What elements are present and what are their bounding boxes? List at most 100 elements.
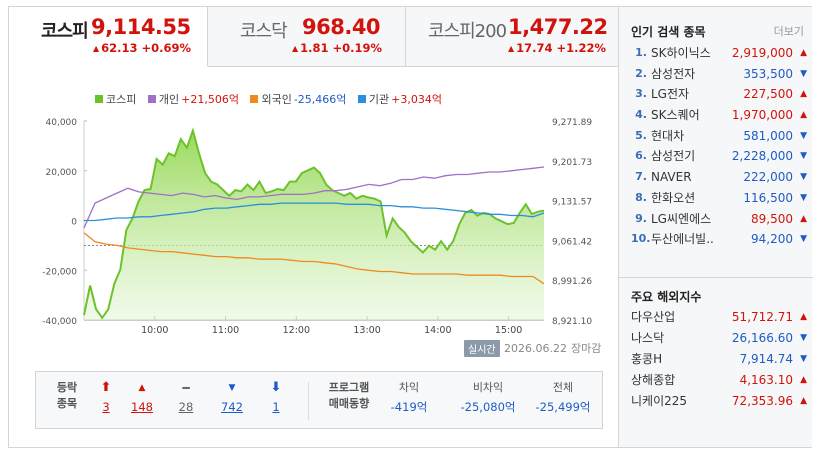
stock-name[interactable]: 현대차	[651, 128, 685, 143]
popular-item[interactable]: 9. LG씨엔에스 89,500 ▲	[631, 209, 807, 230]
stock-price: 222,000	[743, 170, 793, 185]
index-name[interactable]: 홍콩H	[631, 352, 663, 366]
index-tabs: 코스피 9,114.55 ▲ 62.13 +0.69% 코스닥 968.40 ▲ 1…	[9, 7, 618, 67]
overseas-item[interactable]: 니케이225 72,353.96 ▲	[631, 391, 807, 412]
legend-foreign: 외국인 -25,466억	[250, 93, 346, 106]
down-arrow-icon: ▼	[800, 192, 807, 203]
y-right-tick-label: 8,921.10	[552, 317, 592, 327]
up-arrow-icon: ▲	[508, 44, 515, 53]
overseas-item[interactable]: 홍콩H 7,914.74 ▼	[631, 349, 807, 370]
popular-item[interactable]: 1. SK하이닉스 2,919,000 ▲	[631, 43, 807, 64]
tab-kospi200[interactable]: 코스피200 1,477.22 ▲ 17.74 +1.22%	[406, 7, 618, 67]
index-name[interactable]: 니케이225	[631, 394, 688, 408]
breadth-count[interactable]: 1	[272, 400, 280, 414]
rank: 3.	[635, 87, 647, 101]
index-value: 4,163.10	[739, 373, 793, 387]
breadth-symbol-icon: ▼	[228, 383, 236, 393]
index-value: 26,166.60	[731, 331, 793, 345]
stock-price: 116,500	[743, 190, 793, 205]
more-link[interactable]: 더보기	[773, 25, 804, 38]
stock-name[interactable]: NAVER	[651, 170, 692, 185]
market-widget: 코스피 9,114.55 ▲ 62.13 +0.69% 코스닥 968.40 ▲ 1…	[8, 6, 813, 448]
legend-kospi: 코스피	[95, 93, 136, 106]
side-panel: 인기 검색 종목 더보기 1. SK하이닉스 2,919,000 ▲ 2. 삼성전자 353…	[618, 7, 813, 447]
breadth-item: ▲ 148	[120, 380, 164, 418]
overseas-item[interactable]: 상해종합 4,163.10 ▲	[631, 370, 807, 391]
rank: 10.	[631, 232, 651, 246]
program-total: 전체 -25,499억	[535, 381, 591, 414]
down-arrow-icon: ▼	[800, 151, 807, 162]
popular-title: 인기 검색 종목	[631, 25, 706, 39]
realtime-badge[interactable]: 실시간	[464, 340, 500, 357]
tab-value: 9,114.55	[91, 15, 191, 39]
down-arrow-icon: ▼	[800, 234, 807, 245]
breadth-symbol-icon: ▲	[138, 383, 146, 393]
stock-price: 1,970,000	[731, 108, 793, 123]
y-left-tick-label: -20,000	[42, 267, 77, 277]
series-line-3	[84, 202, 545, 222]
stock-name[interactable]: LG전자	[651, 87, 690, 102]
y-left-tick-label: 40,000	[46, 118, 78, 128]
legend-swatch	[95, 95, 103, 103]
up-arrow-icon: ▲	[93, 44, 100, 53]
rank: 5.	[635, 128, 647, 142]
overseas-item[interactable]: 다우산업 51,712.71 ▲	[631, 307, 807, 328]
x-tick-label: 15:00	[495, 325, 522, 336]
up-arrow-icon: ▲	[800, 213, 807, 224]
index-value: 51,712.71	[731, 310, 793, 324]
program-arbitrage: 차익 -419억	[390, 381, 428, 414]
breadth-count[interactable]: 28	[178, 400, 194, 414]
x-tick-label: 13:00	[353, 325, 380, 336]
stock-name[interactable]: 삼성전기	[651, 149, 696, 164]
x-tick-label: 11:00	[212, 325, 239, 336]
index-name[interactable]: 다우산업	[631, 310, 676, 324]
popular-item[interactable]: 2. 삼성전자 353,500 ▼	[631, 64, 807, 85]
popular-item[interactable]: 8. 한화오션 116,500 ▼	[631, 188, 807, 209]
index-name[interactable]: 상해종합	[631, 373, 676, 387]
legend-individual: 개인 +21,506억	[147, 93, 239, 106]
breadth-count[interactable]: 742	[221, 400, 243, 414]
y-right-tick-label: 9,131.57	[552, 198, 592, 208]
tab-value: 968.40	[302, 15, 381, 39]
y-right-tick-label: 9,201.73	[552, 158, 592, 168]
stock-name[interactable]: 삼성전자	[651, 66, 696, 81]
y-right-tick-label: 9,061.42	[552, 237, 592, 247]
up-arrow-icon: ▲	[800, 110, 807, 121]
popular-item[interactable]: 5. 현대차 581,000 ▼	[631, 126, 807, 147]
tab-kosdaq[interactable]: 코스닥 968.40 ▲ 1.81 +0.19%	[208, 7, 406, 67]
popular-item[interactable]: 3. LG전자 227,500 ▲	[631, 84, 807, 105]
breadth-label: 등락 종목	[56, 381, 78, 410]
breadth-count[interactable]: 148	[131, 400, 153, 414]
down-arrow-icon: ▼	[800, 172, 807, 183]
overseas-title: 주요 해외지수	[631, 290, 702, 304]
tab-kospi[interactable]: 코스피 9,114.55 ▲ 62.13 +0.69%	[9, 7, 208, 67]
rank: 1.	[635, 46, 647, 59]
program-label: 프로그램 매매동향	[328, 381, 370, 410]
index-name[interactable]: 나스닥	[631, 331, 665, 345]
intraday-chart: 40,000 20,000 0 -20,000 -40,000 9,271.89 9,201…	[42, 118, 592, 336]
stock-name[interactable]: SK스퀘어	[651, 108, 700, 123]
popular-item[interactable]: 4. SK스퀘어 1,970,000 ▲	[631, 105, 807, 126]
y-right-tick-label: 8,991.26	[552, 277, 592, 287]
popular-item[interactable]: 7. NAVER 222,000 ▼	[631, 167, 807, 188]
up-arrow-icon: ▲	[800, 375, 807, 385]
up-arrow-icon: ▲	[292, 44, 299, 53]
series-line-2	[83, 232, 545, 285]
popular-item[interactable]: 10. 두산에너빌.. 94,200 ▼	[631, 229, 807, 250]
rank: 2.	[635, 66, 647, 80]
index-value: 7,914.74	[739, 352, 793, 366]
breadth-symbol-icon: ⬇	[270, 380, 282, 395]
tab-name: 코스닥	[240, 21, 288, 42]
breadth-item: ▼ 742	[210, 380, 254, 418]
stock-name[interactable]: 한화오션	[651, 190, 696, 205]
stock-name[interactable]: 두산에너빌..	[651, 232, 714, 247]
overseas-item[interactable]: 나스닥 26,166.60 ▼	[631, 328, 807, 349]
stock-name[interactable]: SK하이닉스	[651, 46, 711, 60]
breadth-count[interactable]: 3	[102, 400, 110, 414]
popular-item[interactable]: 6. 삼성전기 2,228,000 ▼	[631, 146, 807, 167]
tab-change: ▲ 1.81 +0.19%	[292, 41, 383, 55]
market-status: 2026.06.22 장마감	[504, 342, 602, 355]
overseas-list: 다우산업 51,712.71 ▲ 나스닥 26,166.60 ▼ 홍콩H 7,914.74 ▼ 상…	[631, 307, 807, 412]
breadth-item: ━ 28	[164, 380, 208, 418]
stock-name[interactable]: LG씨엔에스	[651, 211, 712, 226]
